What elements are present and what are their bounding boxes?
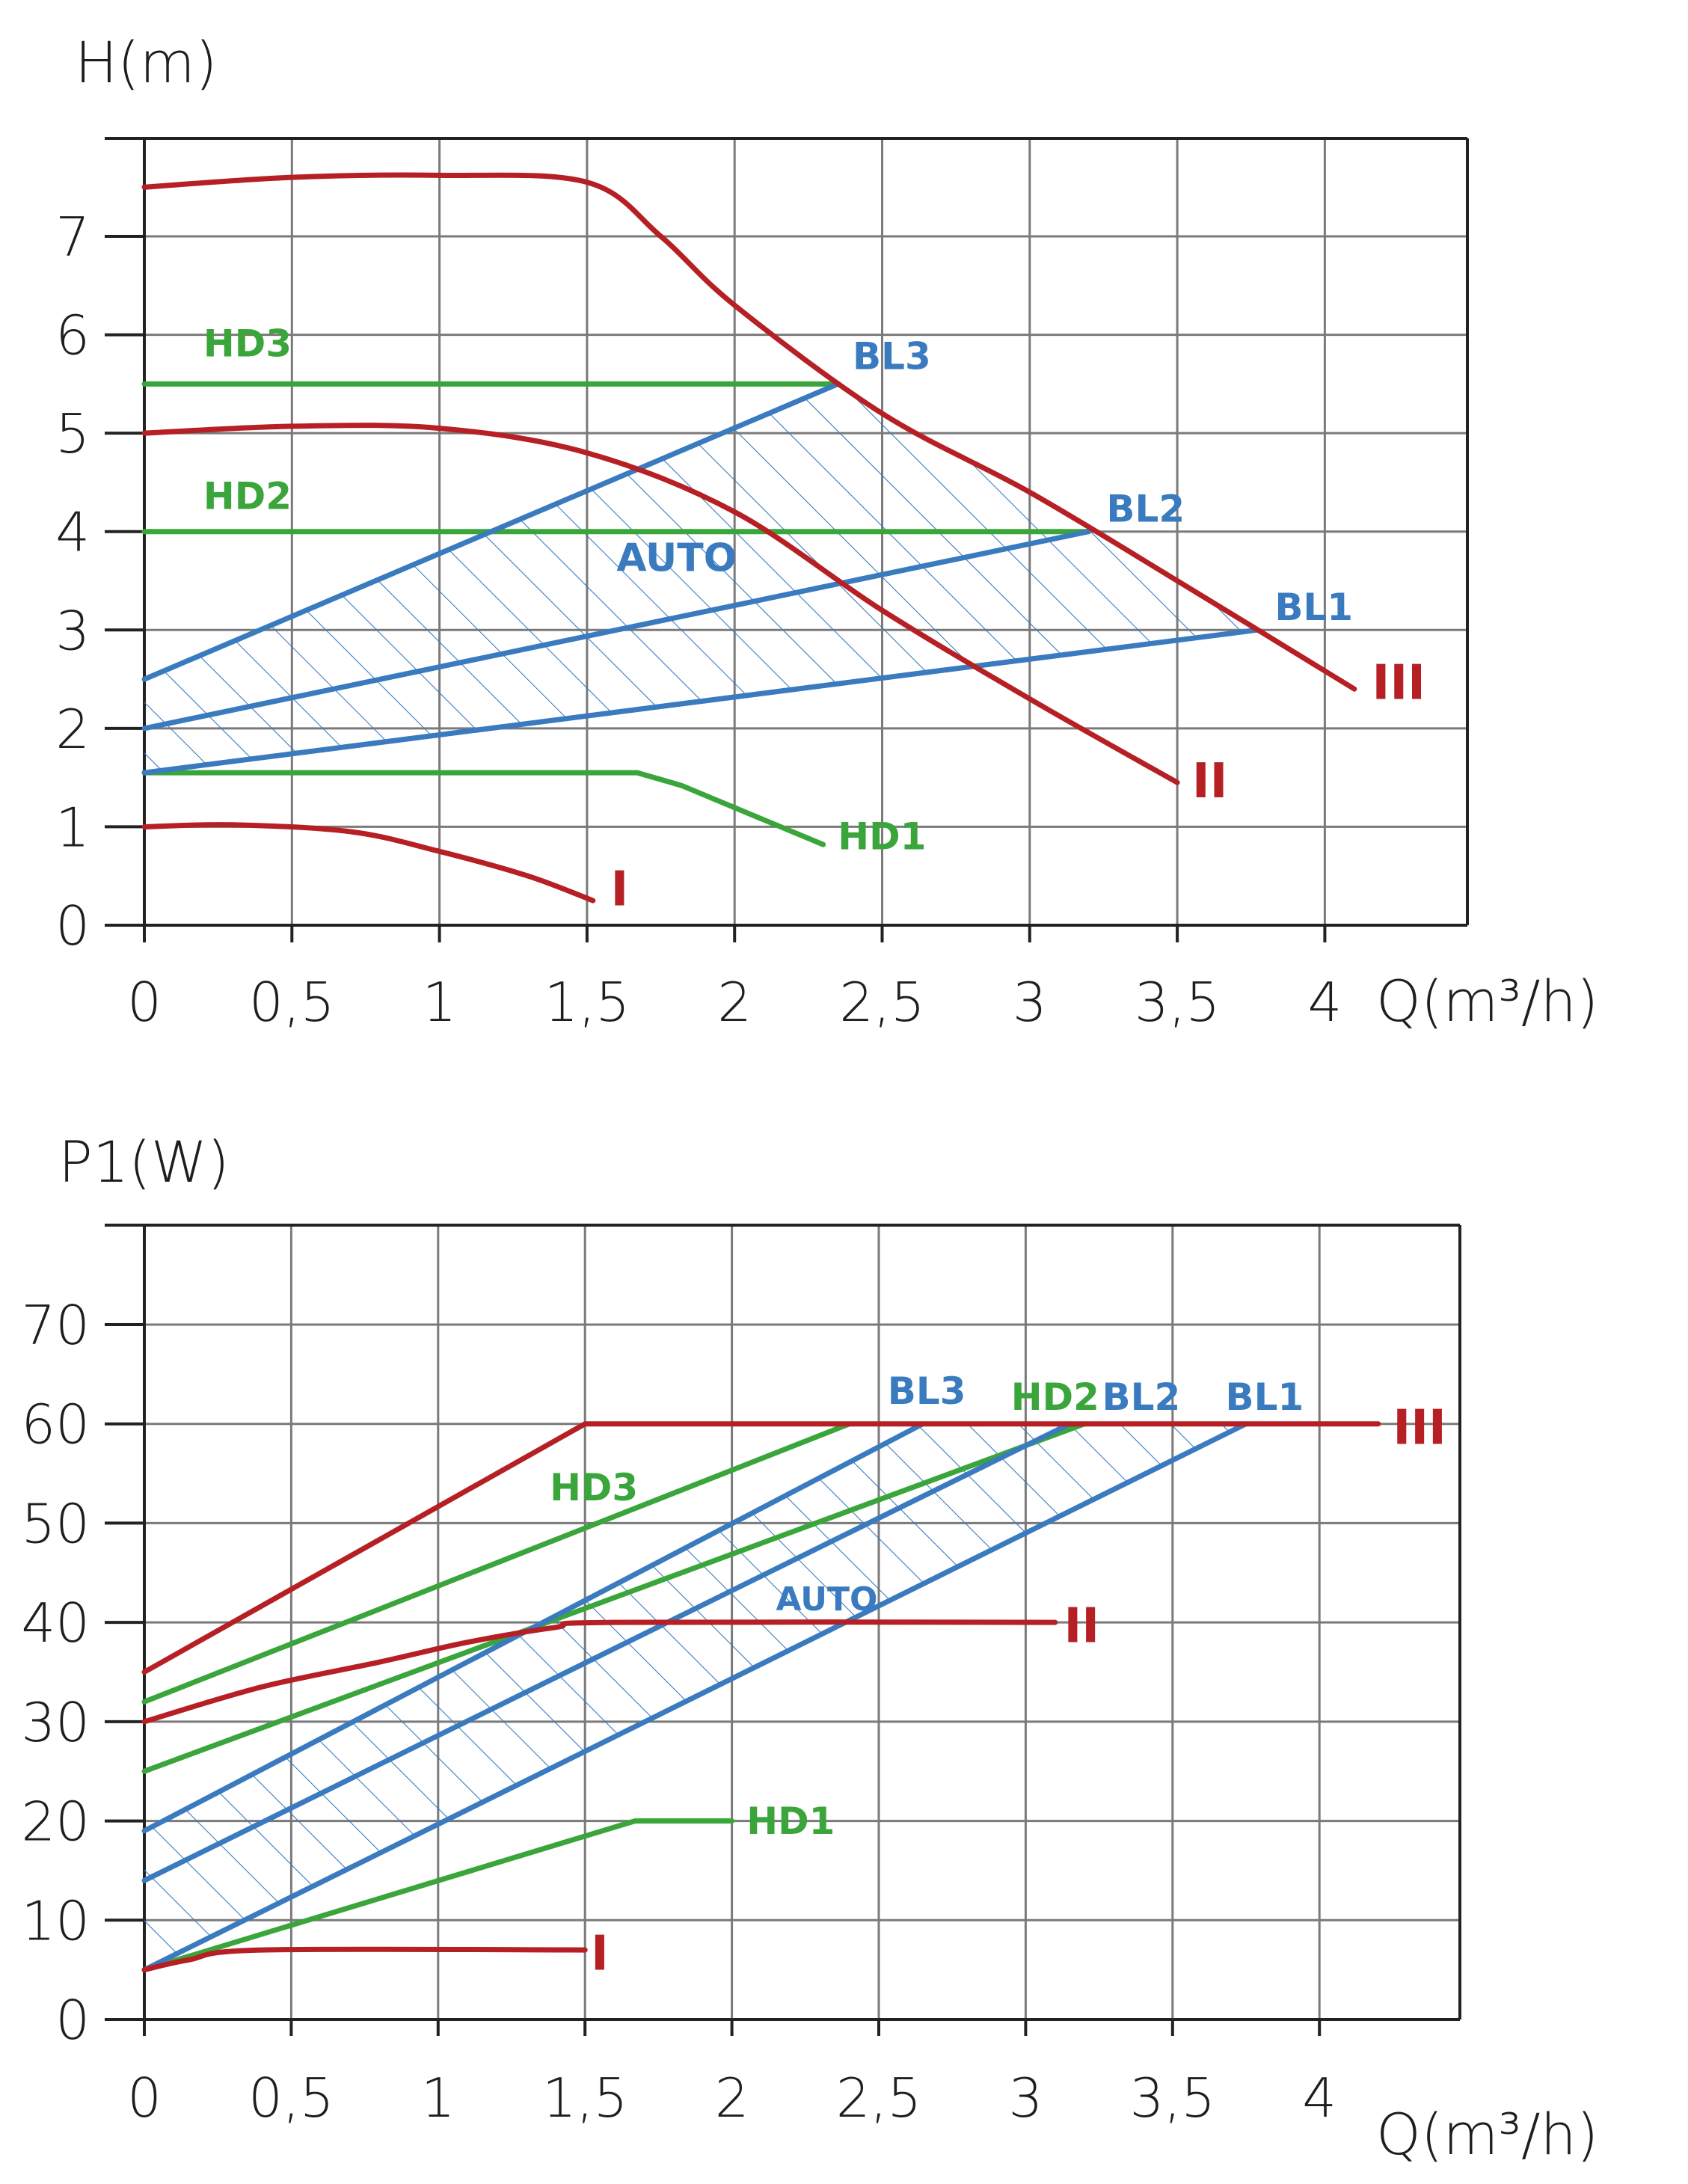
y-tick-label: 0 xyxy=(55,1989,90,2052)
series-line-hd2 xyxy=(141,1421,1087,1774)
series-line-hd1 xyxy=(141,770,826,847)
x-tick-label: 3,5 xyxy=(1130,2067,1216,2129)
head-chart: 0 1 2 3 4 5 6 7 0 0,5 1 1,5 2 2,5 3 3,5 4 H(m) Q(m³/h) HD3 H… xyxy=(55,29,1598,1034)
x-tick-label: 0 xyxy=(127,2067,162,2129)
y-tick-label: 2 xyxy=(55,698,90,761)
x-tick-label: 0,5 xyxy=(248,2067,334,2129)
y-tick-label: 10 xyxy=(21,1889,90,1952)
x-tick-label: 3 xyxy=(1013,971,1047,1034)
series-label-bl2: BL2 xyxy=(1106,488,1185,531)
y-tick-label: 60 xyxy=(21,1393,90,1456)
series-label-bl3: BL3 xyxy=(888,1369,966,1413)
series-line-bl1 xyxy=(141,1421,1249,1973)
series-label-bl1: BL1 xyxy=(1274,586,1353,629)
x-tick-label: 4 xyxy=(1302,2067,1336,2129)
y-tick-label: 1 xyxy=(55,796,90,859)
series-line-iii xyxy=(141,1421,1381,1675)
y-tick-label: 4 xyxy=(55,501,90,564)
series-line-ii xyxy=(141,1619,1058,1725)
series-line-iii xyxy=(141,172,1357,692)
y-tick-label: 6 xyxy=(55,304,90,367)
series-line-bl2 xyxy=(141,1421,1072,1883)
x-tick-label: 2 xyxy=(717,971,752,1034)
y-axis-title: P1(W) xyxy=(58,1129,230,1195)
y-tick-label: 30 xyxy=(21,1691,90,1754)
series-line-bl1 xyxy=(141,627,1260,776)
x-tick-label: 1,5 xyxy=(544,971,630,1034)
series-label-i: I xyxy=(591,1927,609,1982)
y-tick-label: 50 xyxy=(21,1492,90,1555)
x-tick-label: 3 xyxy=(1008,2067,1043,2129)
series-label-hd1: HD1 xyxy=(746,1800,835,1843)
x-tick-label: 0 xyxy=(127,971,162,1034)
y-tick-label: 5 xyxy=(55,402,90,465)
series-label-bl1: BL1 xyxy=(1226,1375,1304,1419)
x-axis-title: Q(m³/h) xyxy=(1376,2101,1598,2168)
power-chart: 0 10 20 30 40 50 60 70 0 0,5 1 1,5 2 2,5 3 3,5 4 P1(W) Q(m… xyxy=(21,1129,1598,2168)
series-line-i xyxy=(141,822,596,904)
x-tick-label: 2,5 xyxy=(836,2067,922,2129)
series-label-hd2: HD2 xyxy=(1011,1375,1099,1419)
y-tick-label: 20 xyxy=(21,1791,90,1853)
series-label-ii: II xyxy=(1192,754,1228,809)
series-label-iii: III xyxy=(1393,1400,1446,1456)
series-label-hd1: HD1 xyxy=(838,815,926,859)
series-label-auto: AUTO xyxy=(776,1580,878,1619)
x-tick-label: 1,5 xyxy=(542,2067,628,2129)
series-label-i: I xyxy=(610,862,628,918)
series-label-auto: AUTO xyxy=(616,536,737,580)
y-tick-label: 40 xyxy=(21,1592,90,1654)
series-line-hd1 xyxy=(141,1818,735,1973)
series-line-hd3 xyxy=(141,1421,853,1705)
x-tick-label: 4 xyxy=(1307,971,1342,1034)
x-tick-label: 2,5 xyxy=(839,971,925,1034)
x-tick-label: 0,5 xyxy=(249,971,335,1034)
y-tick-label: 0 xyxy=(55,895,90,957)
series-label-hd3: HD3 xyxy=(550,1466,638,1509)
series-line-ii xyxy=(141,423,1180,785)
x-tick-label: 1 xyxy=(421,2067,455,2129)
series-line-bl3 xyxy=(141,381,841,682)
series-label-hd2: HD2 xyxy=(203,474,292,518)
x-tick-label: 2 xyxy=(715,2067,749,2129)
y-tick-label: 7 xyxy=(55,206,90,269)
series-line-bl2 xyxy=(141,529,1092,731)
series-label-ii: II xyxy=(1064,1599,1099,1654)
series-label-hd3: HD3 xyxy=(203,322,292,366)
series-label-bl3: BL3 xyxy=(853,335,931,378)
series-label-iii: III xyxy=(1372,655,1425,711)
auto-region-hatch xyxy=(144,384,1257,773)
y-axis-title: H(m) xyxy=(75,29,217,96)
x-axis-title: Q(m³/h) xyxy=(1376,968,1598,1034)
y-tick-label: 3 xyxy=(55,599,90,662)
series-line-bl3 xyxy=(141,1421,926,1834)
series-label-bl2: BL2 xyxy=(1102,1375,1181,1419)
x-tick-label: 1 xyxy=(423,971,457,1034)
series-line-i xyxy=(141,1946,588,1973)
y-tick-label: 70 xyxy=(21,1294,90,1357)
x-tick-label: 3,5 xyxy=(1135,971,1221,1034)
